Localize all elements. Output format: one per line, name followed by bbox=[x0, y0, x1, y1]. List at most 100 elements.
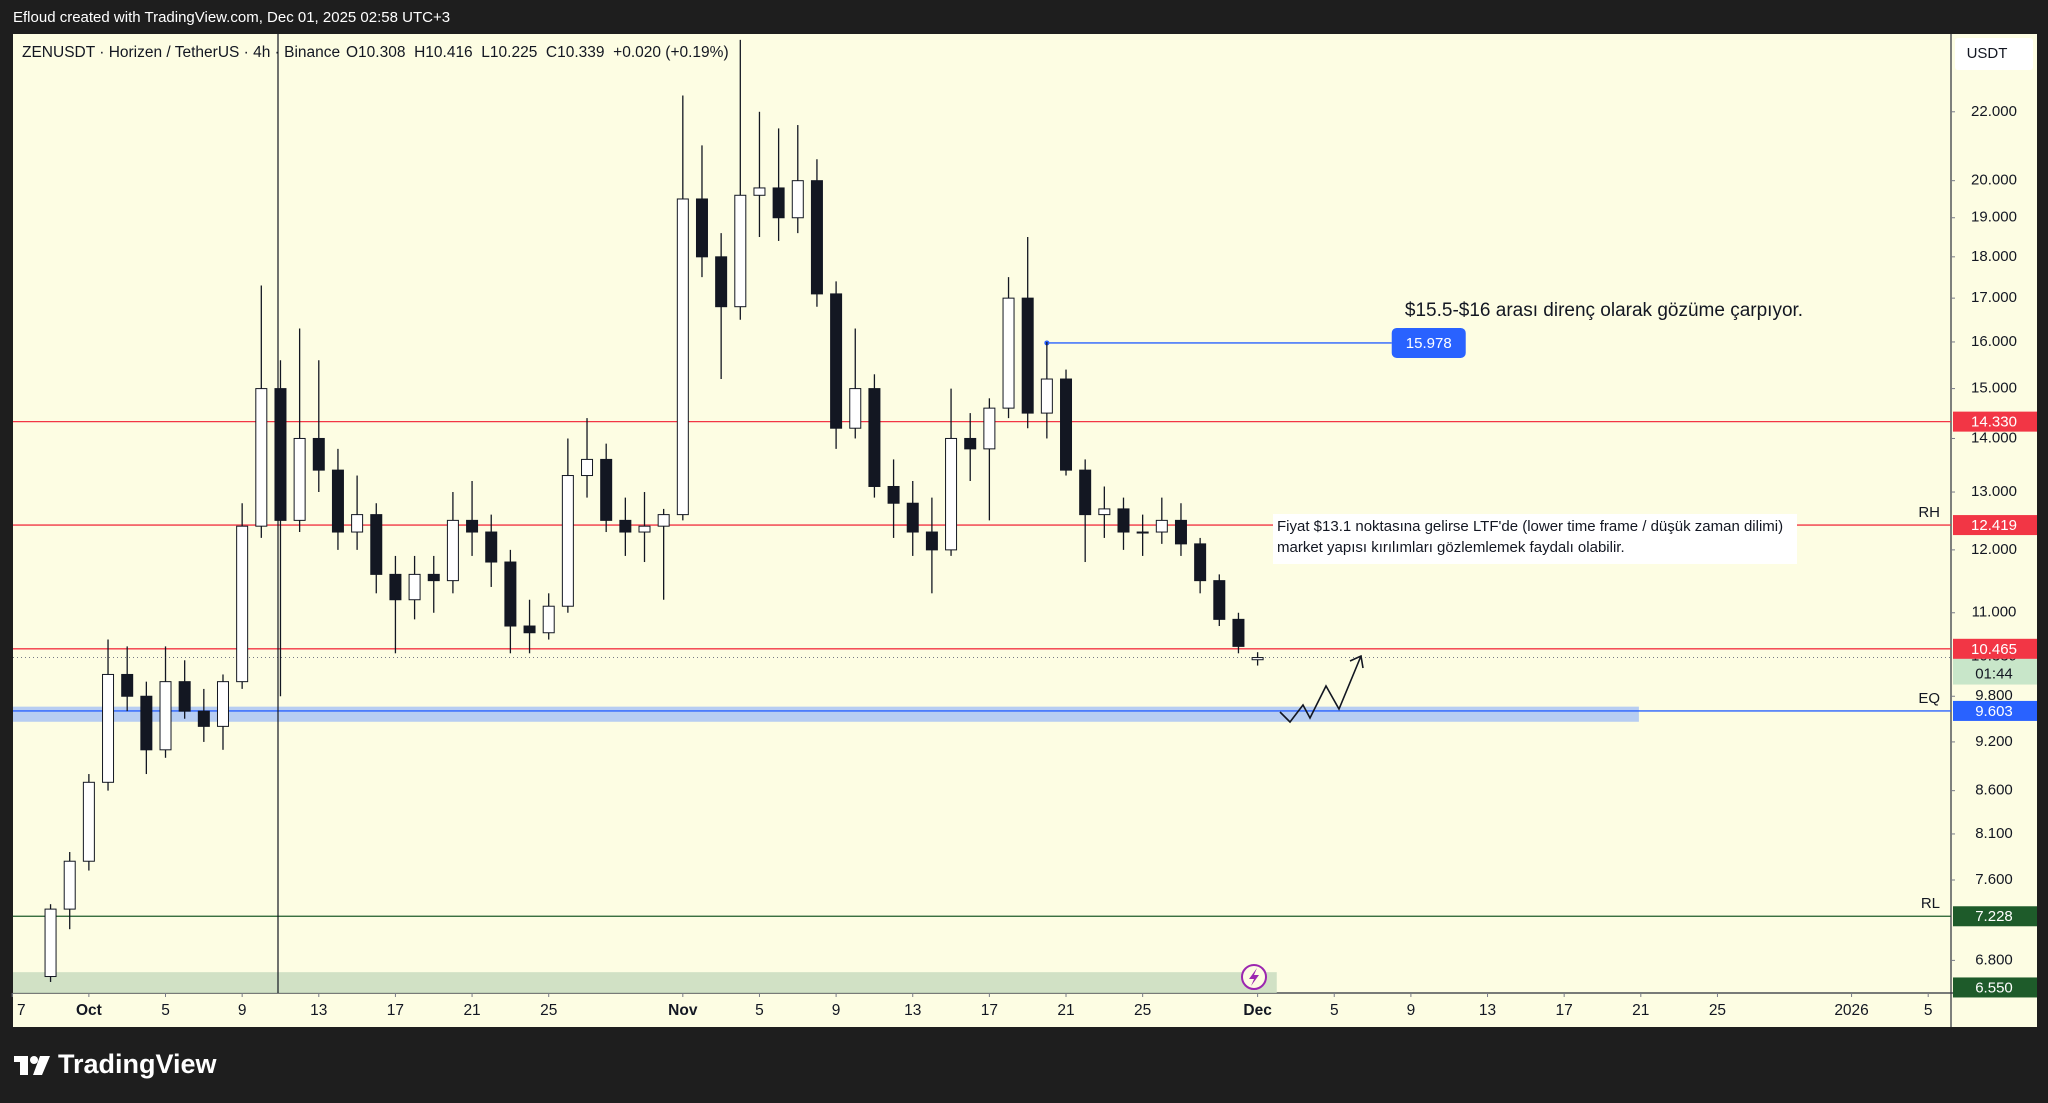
candle-body bbox=[1060, 378, 1073, 471]
level-label: 12.419 bbox=[1971, 517, 2017, 534]
x-tick-label: 5 bbox=[1330, 1002, 1339, 1019]
candle-body bbox=[274, 388, 287, 521]
candle-body bbox=[408, 573, 421, 601]
candle-body bbox=[1098, 508, 1111, 516]
level-tag: RH bbox=[1918, 504, 1940, 521]
level-tag: EQ bbox=[1918, 690, 1940, 707]
x-tick-label: 2026 bbox=[1834, 1002, 1868, 1019]
candle-body bbox=[1232, 618, 1245, 647]
x-tick-label: 5 bbox=[755, 1002, 764, 1019]
x-tick-label: 25 bbox=[1709, 1002, 1726, 1019]
candle-body bbox=[657, 514, 670, 527]
x-tick-label: 13 bbox=[904, 1002, 921, 1019]
logo-part bbox=[30, 1056, 38, 1064]
y-tick-label: 9.200 bbox=[1975, 733, 2013, 750]
plot-area bbox=[13, 39, 1951, 993]
zone bbox=[13, 706, 1639, 722]
projection-arrowhead bbox=[1349, 654, 1364, 669]
level-badge bbox=[1953, 638, 2037, 659]
level-label: 10.465 bbox=[1971, 641, 2017, 658]
x-tick-label: 9 bbox=[1407, 1002, 1416, 1019]
candle-body bbox=[887, 485, 900, 504]
candle-body bbox=[1194, 543, 1207, 582]
candle-body bbox=[791, 180, 804, 219]
candle-body bbox=[82, 781, 95, 862]
candle-body bbox=[293, 437, 306, 521]
candle-body bbox=[44, 908, 57, 978]
y-tick-label: 14.000 bbox=[1971, 429, 2017, 446]
x-tick-label: 13 bbox=[310, 1002, 327, 1019]
x-tick-label: Nov bbox=[668, 1002, 698, 1019]
y-tick-label: 8.600 bbox=[1975, 782, 2013, 799]
level-label: 6.550 bbox=[1975, 979, 2013, 996]
level-badge bbox=[1953, 977, 2037, 998]
y-tick-label: 18.000 bbox=[1971, 248, 2017, 265]
currency-box bbox=[1955, 38, 2033, 70]
candle-body bbox=[849, 388, 862, 429]
candle-body bbox=[810, 180, 823, 295]
candle-body bbox=[466, 519, 479, 533]
candle-body bbox=[1174, 519, 1187, 545]
candle-body bbox=[830, 293, 843, 429]
annotation-line: market yapısı kırılımları gözlemlemek fa… bbox=[1277, 539, 1625, 556]
marker-badge bbox=[1391, 327, 1466, 358]
level-label: 9.603 bbox=[1975, 703, 2013, 720]
candle-body bbox=[427, 573, 440, 582]
y-tick-label: 8.100 bbox=[1975, 825, 2013, 842]
x-tick-label: 21 bbox=[463, 1002, 480, 1019]
y-tick-label: 11.000 bbox=[1972, 604, 2017, 621]
x-tick-label: 21 bbox=[1057, 1002, 1074, 1019]
candle-body bbox=[600, 458, 613, 521]
ohlc-readout: O10.308 H10.416 L10.225 C10.339 +0.020 (… bbox=[346, 44, 729, 61]
candle-body bbox=[485, 531, 498, 563]
candle-body bbox=[446, 519, 459, 582]
x-tick-label: 9 bbox=[832, 1002, 841, 1019]
level-label: 14.330 bbox=[1971, 414, 2017, 431]
candle-body bbox=[561, 475, 574, 607]
candle-body bbox=[581, 458, 594, 477]
candle-body bbox=[1079, 469, 1092, 516]
x-tick-label: 7 bbox=[17, 1002, 26, 1019]
candle-body bbox=[1155, 519, 1168, 533]
y-tick-label: 12.000 bbox=[1971, 541, 2017, 558]
annotation: $15.5-$16 arası direnç olarak gözüme çar… bbox=[1405, 300, 1803, 321]
candle-body bbox=[389, 573, 402, 601]
axes: RH EQ RL 15.978 6.800 7.600 8.100 8.600 9.200 9.8… bbox=[11, 103, 2037, 1019]
y-tick-label: 6.800 bbox=[1975, 951, 2013, 968]
y-tick-label: 17.000 bbox=[1971, 289, 2017, 306]
x-tick-label: 25 bbox=[540, 1002, 557, 1019]
candle-body bbox=[102, 673, 115, 783]
candle-body bbox=[216, 681, 229, 727]
y-tick-label: 15.000 bbox=[1971, 380, 2017, 397]
brand-logo bbox=[14, 1056, 50, 1075]
logo-part bbox=[33, 1056, 50, 1075]
x-tick-label: 13 bbox=[1479, 1002, 1496, 1019]
marker-label: 15.978 bbox=[1406, 335, 1452, 352]
candle-body bbox=[1117, 508, 1130, 533]
x-tick-label: Oct bbox=[76, 1002, 102, 1019]
candle-body bbox=[140, 695, 153, 751]
candle-body bbox=[121, 673, 134, 697]
x-tick-label: 17 bbox=[387, 1002, 404, 1019]
candle-body bbox=[753, 187, 766, 196]
level-label: 7.228 bbox=[1975, 908, 2013, 925]
candle-body bbox=[1251, 657, 1264, 661]
x-tick-label: 17 bbox=[981, 1002, 998, 1019]
candle-body bbox=[695, 198, 708, 258]
brand: TradingView bbox=[58, 1049, 218, 1079]
y-tick-label: 16.000 bbox=[1971, 333, 2017, 350]
candle-body bbox=[676, 198, 689, 516]
level-tag: RL bbox=[1921, 895, 1940, 912]
x-tick-label: Dec bbox=[1243, 1002, 1272, 1019]
logo-part bbox=[20, 1056, 28, 1075]
x-tick-label: 5 bbox=[161, 1002, 170, 1019]
candle-body bbox=[331, 469, 344, 533]
candle-body bbox=[159, 681, 172, 751]
candle-body bbox=[351, 514, 364, 533]
y-tick-label: 22.000 bbox=[1971, 103, 2017, 120]
x-tick-label: 5 bbox=[1924, 1002, 1933, 1019]
candle-body bbox=[945, 437, 958, 551]
level-badge bbox=[1953, 700, 2037, 721]
candle-body bbox=[715, 256, 728, 308]
